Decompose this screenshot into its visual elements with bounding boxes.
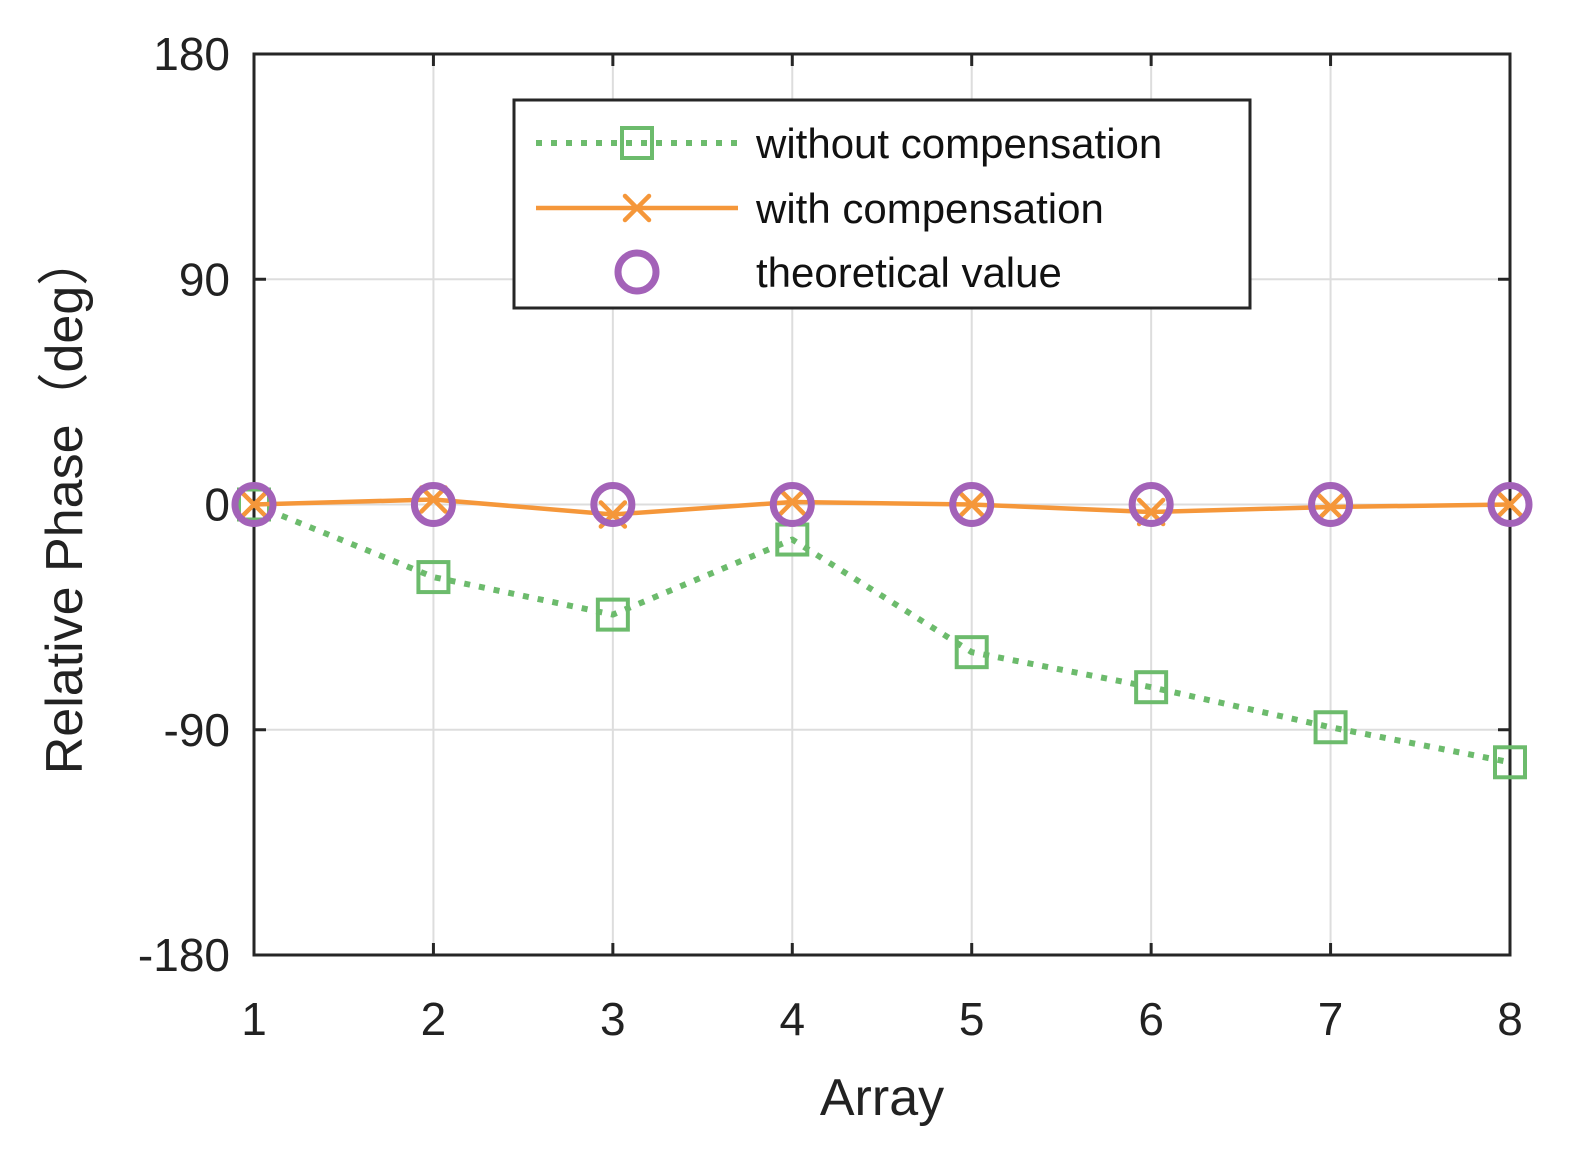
legend-marker-swatch bbox=[620, 126, 654, 160]
data-point-marker bbox=[239, 490, 269, 519]
data-point-marker bbox=[949, 482, 995, 527]
legend: without compensation with compensation the… bbox=[512, 98, 1252, 310]
y-tick-label: -90 bbox=[164, 704, 230, 756]
data-point-marker bbox=[769, 482, 815, 527]
data-point-marker bbox=[1493, 745, 1527, 780]
legend-label: theoretical value bbox=[756, 249, 1062, 296]
y-tick-label: 0 bbox=[204, 479, 230, 531]
data-point-marker bbox=[590, 482, 636, 527]
series bbox=[231, 482, 1533, 780]
y-tick-label: -180 bbox=[138, 929, 230, 981]
data-point-marker bbox=[1313, 710, 1348, 745]
legend-entry: with compensation bbox=[536, 185, 1104, 232]
legend-box bbox=[512, 98, 1252, 310]
x-tick-label: 8 bbox=[1497, 993, 1523, 1045]
legend-marker-swatch bbox=[622, 193, 652, 223]
legend-label: without compensation bbox=[755, 120, 1162, 167]
x-tick-label: 6 bbox=[1138, 993, 1164, 1045]
x-tick-label: 7 bbox=[1318, 993, 1344, 1045]
data-point-marker bbox=[595, 597, 630, 632]
data-point-marker bbox=[1487, 482, 1533, 527]
data-point-marker bbox=[416, 560, 451, 595]
data-point-marker bbox=[1495, 490, 1525, 519]
legend-marker-swatch bbox=[614, 249, 660, 295]
data-point-marker bbox=[1134, 670, 1169, 705]
x-tick-label: 2 bbox=[421, 993, 447, 1045]
series-line bbox=[252, 501, 1511, 766]
series-theoretical-value bbox=[231, 482, 1533, 527]
series-line bbox=[253, 497, 1511, 517]
y-axis-label: Relative Phase（deg） bbox=[36, 234, 94, 775]
legend-label: with compensation bbox=[755, 185, 1104, 232]
data-point-marker bbox=[957, 490, 986, 519]
y-tick-label: 180 bbox=[153, 28, 230, 80]
x-tick-label: 4 bbox=[779, 993, 805, 1045]
data-point-marker bbox=[410, 482, 456, 527]
series-with-compensation bbox=[239, 485, 1525, 529]
data-point-marker bbox=[954, 635, 989, 670]
data-point-marker bbox=[1128, 482, 1174, 527]
x-tick-label: 3 bbox=[600, 993, 626, 1045]
ticks bbox=[252, 52, 1512, 957]
x-axis-label: Array bbox=[820, 1069, 944, 1127]
data-point-marker bbox=[419, 485, 448, 514]
data-point-marker bbox=[1308, 482, 1354, 527]
x-tick-label: 5 bbox=[959, 993, 985, 1045]
data-point-marker bbox=[778, 487, 807, 517]
data-point-marker bbox=[1316, 492, 1345, 522]
tick-labels: 1 2 3 4 5 6 7 8 -180 -90 0 90 180 bbox=[138, 28, 1523, 1045]
legend-entry: without compensation bbox=[536, 120, 1162, 167]
y-tick-label: 90 bbox=[179, 253, 230, 305]
x-tick-label: 1 bbox=[241, 993, 267, 1045]
data-point-marker bbox=[231, 482, 277, 527]
legend-entry: theoretical value bbox=[614, 249, 1062, 296]
legend-entries: without compensation with compensation the… bbox=[536, 120, 1162, 296]
